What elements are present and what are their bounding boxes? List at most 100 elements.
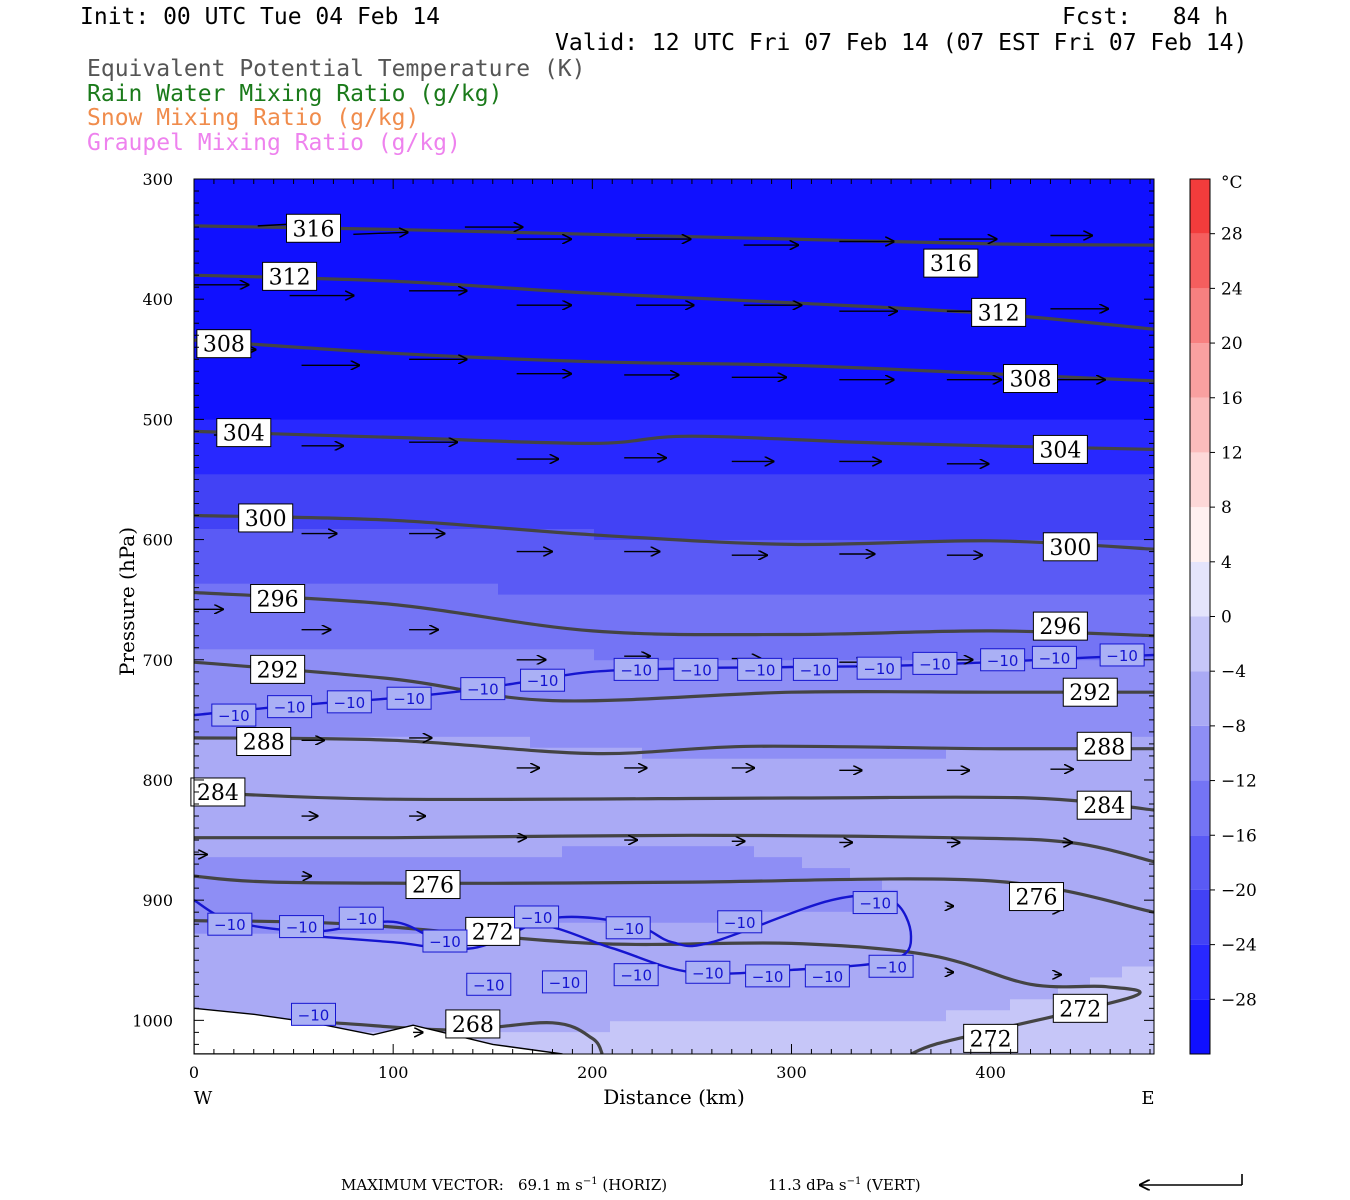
shading-cell: [466, 375, 483, 388]
shading-cell: [818, 704, 835, 716]
shading-cell: [498, 714, 515, 727]
shading-cell: [962, 321, 979, 333]
shading-cell: [946, 966, 963, 979]
shading-cell: [722, 1021, 739, 1033]
shading-cell: [962, 518, 979, 530]
shading-cell: [850, 714, 867, 727]
shading-cell: [306, 539, 323, 552]
shading-cell: [786, 933, 803, 946]
shading-cell: [738, 1010, 755, 1022]
shading-cell: [498, 222, 515, 235]
shading-cell: [626, 813, 643, 825]
shading-cell: [450, 332, 467, 344]
shading-cell: [882, 179, 899, 191]
shading-cell: [258, 846, 275, 858]
shading-cell: [706, 704, 723, 716]
shading-cell: [418, 266, 435, 279]
shading-cell: [434, 266, 451, 279]
shading-cell: [850, 747, 867, 760]
shading-cell: [274, 485, 291, 497]
shading-cell: [786, 616, 803, 629]
shading-cell: [482, 955, 499, 968]
shading-cell: [642, 364, 659, 377]
shading-cell: [850, 288, 867, 300]
shading-cell: [322, 408, 339, 421]
shading-cell: [562, 671, 579, 683]
forecast-hour: Fcst: 84 h: [1062, 4, 1229, 30]
shading-cell: [594, 802, 611, 814]
shading-cell: [1138, 343, 1154, 355]
shading-cell: [562, 649, 579, 661]
shading-cell: [290, 244, 307, 257]
shading-cell: [434, 747, 451, 760]
shading-cell: [866, 332, 883, 344]
shading-cell: [418, 1021, 435, 1033]
shading-cell: [210, 988, 227, 1000]
shading-cell: [722, 474, 739, 486]
shading-cell: [1138, 922, 1154, 935]
shading-cell: [354, 627, 371, 639]
theta-e-label-box: [1076, 731, 1132, 761]
shading-cell: [930, 507, 947, 519]
shading-cell: [818, 529, 835, 541]
shading-cell: [578, 539, 595, 552]
shading-cell: [402, 594, 419, 607]
shading-cell: [738, 682, 755, 694]
shading-cell: [626, 1010, 643, 1022]
shading-cell: [994, 244, 1011, 257]
shading-cell: [754, 189, 771, 202]
shading-cell: [706, 758, 723, 771]
shading-cell: [674, 944, 691, 957]
shading-cell: [322, 879, 339, 891]
theta-e-label-box: [236, 727, 292, 756]
shading-cell: [1074, 222, 1091, 235]
shading-cell: [434, 452, 451, 464]
shading-cell: [274, 463, 291, 475]
shading-cell: [1090, 704, 1107, 716]
shading-cell: [1122, 397, 1139, 410]
shading-cell: [866, 452, 883, 464]
shading-cell: [786, 332, 803, 344]
shading-cell: [690, 889, 707, 902]
shading-cell: [722, 813, 739, 825]
shading-cell: [354, 550, 371, 563]
shading-cell: [434, 758, 451, 771]
shading-cell: [386, 539, 403, 552]
shading-cell: [914, 966, 931, 979]
shading-cell: [258, 496, 275, 508]
shading-cell: [786, 452, 803, 464]
shading-cell: [994, 835, 1011, 847]
shading-cell: [978, 780, 995, 793]
shading-cell: [546, 288, 563, 300]
shading-cell: [722, 660, 739, 672]
shading-cell: [770, 518, 787, 530]
shading-cell: [834, 933, 851, 946]
shading-cell: [770, 922, 787, 935]
shading-cell: [626, 769, 643, 782]
shading-cell: [434, 791, 451, 804]
shading-cell: [354, 824, 371, 836]
shading-cell: [818, 824, 835, 836]
shading-cell: [738, 310, 755, 322]
shading-cell: [658, 211, 675, 224]
shading-cell: [930, 966, 947, 979]
shading-cell: [210, 397, 227, 410]
shading-cell: [866, 255, 883, 268]
shading-cell: [706, 725, 723, 738]
shading-cell: [546, 857, 563, 869]
theta-e-label-296: 296: [250, 583, 306, 613]
shading-cell: [338, 189, 355, 202]
shading-cell: [594, 496, 611, 508]
shading-cell: [1042, 638, 1059, 650]
shading-cell: [658, 638, 675, 650]
shading-cell: [418, 988, 435, 1000]
shading-cell: [626, 529, 643, 541]
shading-cell: [482, 277, 499, 289]
shading-cell: [562, 922, 579, 935]
shading-cell: [306, 955, 323, 968]
shading-cell: [194, 529, 211, 541]
shading-cell: [914, 189, 931, 202]
shading-cell: [850, 933, 867, 946]
shading-cell: [674, 638, 691, 650]
shading-cell: [738, 583, 755, 596]
